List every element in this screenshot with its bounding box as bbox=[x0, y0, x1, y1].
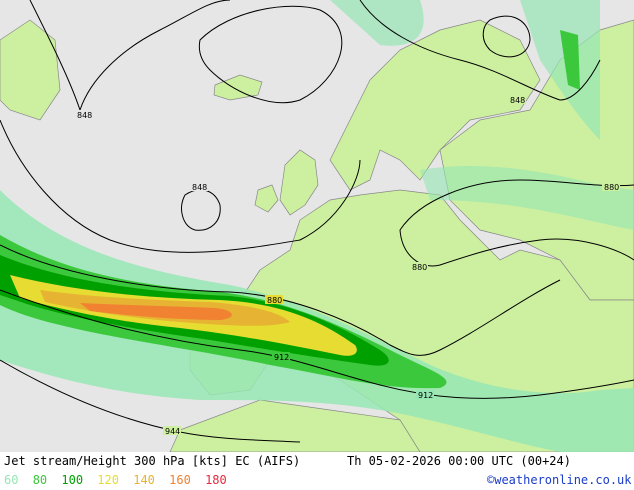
contour-label: 848 bbox=[77, 111, 92, 120]
label-bg bbox=[190, 182, 208, 191]
contour-label: 880 bbox=[412, 263, 427, 272]
contour-label: 944 bbox=[165, 427, 180, 436]
legend-item-60: 60 bbox=[4, 473, 19, 487]
speed-legend: 60 80 100 120 140 160 180 bbox=[4, 473, 234, 487]
jet-band-60-north bbox=[330, 0, 424, 46]
legend-item-140: 140 bbox=[133, 473, 155, 487]
contour-880-trough bbox=[399, 229, 634, 267]
contour-label-layer: 848 848 848 880 880 880 912 912 944 bbox=[75, 95, 620, 436]
contour-848-ring bbox=[482, 15, 531, 58]
contour-label: 912 bbox=[418, 391, 433, 400]
label-bg bbox=[75, 110, 93, 119]
jet-band-60-east bbox=[420, 165, 634, 230]
credit-link[interactable]: ©weatheronline.co.uk bbox=[487, 473, 632, 487]
jet-stream-layer bbox=[0, 0, 634, 452]
map-title: Jet stream/Height 300 hPa [kts] EC (AIFS… bbox=[4, 454, 301, 468]
label-bg bbox=[410, 262, 428, 271]
contour-label: 848 bbox=[510, 96, 525, 105]
britain-land bbox=[279, 149, 319, 216]
legend-item-160: 160 bbox=[169, 473, 191, 487]
contour-label: 880 bbox=[267, 296, 282, 305]
ireland-land bbox=[254, 184, 279, 213]
jet-band-60-ne bbox=[520, 0, 600, 140]
contour-label: 848 bbox=[192, 183, 207, 192]
contour-label: 912 bbox=[274, 353, 289, 362]
contour-880-south bbox=[0, 244, 561, 356]
label-bg bbox=[416, 390, 434, 399]
map-canvas: 848 848 848 880 880 880 912 912 944 bbox=[0, 0, 634, 452]
contour-912 bbox=[0, 289, 634, 399]
contour-848-east bbox=[359, 0, 601, 101]
label-bg bbox=[508, 95, 526, 104]
iceland-land bbox=[213, 74, 263, 101]
label-bg bbox=[163, 426, 181, 435]
contour-880-east bbox=[399, 179, 634, 231]
legend-item-80: 80 bbox=[32, 473, 48, 487]
legend-item-120: 120 bbox=[97, 473, 119, 487]
jet-band-80-ne bbox=[560, 30, 580, 90]
label-bg bbox=[265, 295, 283, 304]
contour-label: 880 bbox=[604, 183, 619, 192]
jet-band-160 bbox=[80, 303, 232, 320]
weather-map: 848 848 848 880 880 880 912 912 944 bbox=[0, 0, 634, 452]
label-bg bbox=[602, 182, 620, 191]
legend-item-180: 180 bbox=[205, 473, 227, 487]
map-footer: Jet stream/Height 300 hPa [kts] EC (AIFS… bbox=[0, 452, 634, 490]
legend-item-100: 100 bbox=[61, 473, 84, 487]
contour-848-west bbox=[29, 0, 231, 112]
contour-848-north bbox=[198, 5, 343, 104]
forecast-datetime: Th 05-02-2026 00:00 UTC (00+24) bbox=[347, 454, 571, 468]
label-bg bbox=[272, 352, 290, 361]
greenland-land bbox=[0, 19, 61, 121]
contour-880-west bbox=[0, 119, 361, 253]
scandinavia-land bbox=[329, 19, 541, 191]
